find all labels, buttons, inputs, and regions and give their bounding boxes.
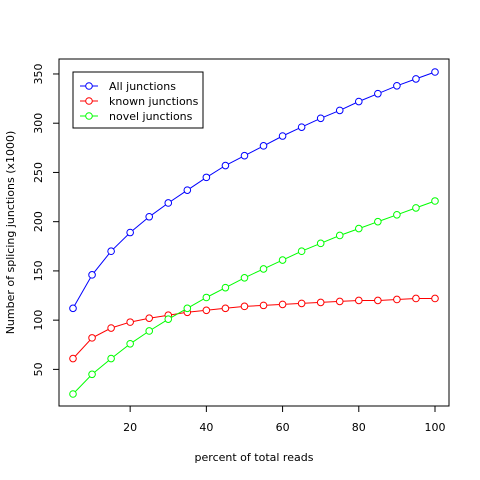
data-point	[412, 75, 420, 83]
legend-label: novel junctions	[109, 110, 193, 123]
x-tick-label: 60	[276, 421, 290, 434]
data-point	[431, 197, 439, 205]
y-tick-label: 300	[32, 113, 45, 134]
data-point	[354, 224, 363, 233]
data-point	[354, 296, 363, 305]
y-tick-label: 100	[32, 310, 45, 331]
series-2	[69, 294, 439, 363]
data-point	[69, 390, 77, 398]
data-point	[107, 354, 115, 363]
legend-item: novel junctions	[80, 110, 193, 123]
data-point	[126, 318, 134, 326]
x-tick-label: 80	[352, 421, 366, 434]
y-tick-label: 50	[32, 362, 45, 376]
data-point	[393, 81, 401, 90]
data-point	[297, 123, 306, 131]
data-point	[240, 302, 249, 311]
data-point	[297, 247, 306, 256]
data-point	[183, 304, 192, 313]
series-1	[69, 68, 439, 313]
legend-label: All junctions	[109, 80, 176, 93]
legend-marker	[85, 112, 93, 120]
legend: All junctions known junctions novel juncti…	[72, 71, 204, 129]
data-point	[183, 186, 192, 194]
data-point	[69, 304, 77, 313]
data-point	[393, 210, 401, 219]
legend-marker	[85, 82, 93, 90]
y-tick-label: 200	[32, 211, 45, 232]
data-point	[259, 265, 268, 273]
data-point	[164, 315, 173, 323]
data-point	[335, 106, 344, 115]
data-point	[278, 300, 287, 309]
x-tick-label: 40	[199, 421, 213, 434]
legend-marker	[85, 97, 93, 105]
data-point	[145, 212, 154, 221]
data-point	[316, 114, 325, 123]
y-tick-label: 350	[32, 63, 45, 84]
data-point	[202, 306, 211, 315]
data-point	[316, 298, 325, 307]
data-point	[393, 295, 401, 304]
data-point	[202, 173, 211, 182]
data-point	[412, 204, 420, 212]
data-point	[107, 324, 115, 332]
data-point	[374, 217, 382, 226]
data-point	[374, 296, 382, 305]
data-point	[335, 231, 344, 240]
data-point	[107, 247, 115, 256]
data-point	[164, 199, 173, 207]
data-point	[126, 228, 134, 237]
data-point	[88, 370, 96, 379]
y-axis: 50 100 150 200 250 300 350	[32, 63, 60, 376]
x-tick-label: 20	[123, 421, 137, 434]
data-point	[240, 151, 249, 160]
legend-label: known junctions	[109, 95, 199, 108]
data-point	[431, 68, 439, 76]
data-point	[335, 297, 344, 306]
data-point	[259, 142, 268, 150]
data-point	[69, 354, 77, 363]
data-point	[88, 271, 96, 279]
x-axis-title: percent of total reads	[195, 451, 314, 464]
data-point	[221, 304, 230, 313]
data-point	[278, 132, 287, 140]
legend-item: All junctions	[80, 80, 176, 93]
y-tick-label: 150	[32, 260, 45, 281]
y-axis-title: Number of splicing junctions (x1000)	[4, 131, 17, 335]
data-point	[88, 334, 96, 342]
legend-item: known junctions	[80, 95, 199, 108]
data-point	[202, 293, 211, 302]
data-point	[221, 283, 230, 292]
data-point	[354, 97, 363, 106]
data-point	[431, 294, 439, 303]
series-layer	[69, 68, 439, 398]
data-point	[297, 299, 306, 308]
data-point	[145, 327, 154, 335]
data-point	[145, 314, 154, 322]
data-point	[316, 239, 325, 248]
x-axis: 20 40 60 80 100	[123, 405, 446, 434]
legend-box	[72, 71, 204, 129]
data-point	[259, 301, 268, 310]
data-point	[278, 256, 287, 264]
x-tick-label: 100	[425, 421, 446, 434]
data-point	[126, 339, 134, 348]
series-3	[69, 197, 439, 398]
data-point	[412, 294, 420, 303]
data-point	[374, 89, 382, 98]
data-point	[221, 161, 230, 170]
data-point	[240, 274, 249, 282]
y-tick-label: 250	[32, 162, 45, 183]
